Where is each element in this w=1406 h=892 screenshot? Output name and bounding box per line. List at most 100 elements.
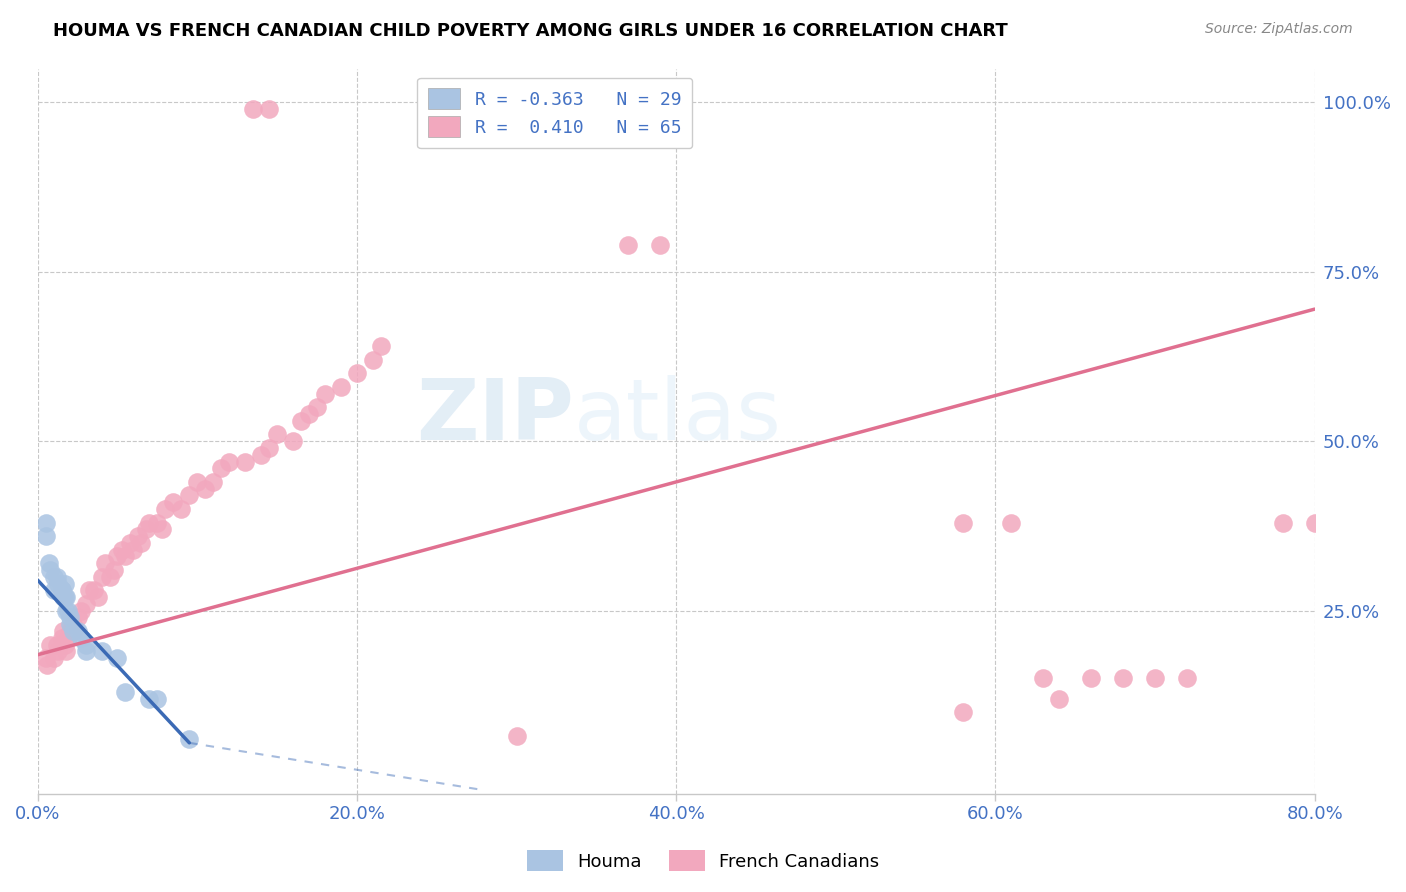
Point: [75, 644, 97, 658]
Point: [90, 570, 112, 584]
Point: [42, 583, 65, 598]
Point: [298, 407, 321, 421]
Point: [162, 495, 184, 509]
Point: [51, 583, 73, 598]
Point: [257, 102, 280, 116]
Point: [75, 597, 97, 611]
Point: [59, 610, 82, 624]
Point: [75, 638, 97, 652]
Point: [146, 691, 169, 706]
Point: [233, 454, 256, 468]
Point: [48, 576, 70, 591]
Point: [257, 441, 280, 455]
Point: [617, 237, 640, 252]
Point: [55, 590, 77, 604]
Point: [52, 624, 75, 638]
Point: [305, 401, 328, 415]
Point: [56, 604, 79, 618]
Point: [114, 685, 136, 699]
Point: [1112, 672, 1135, 686]
Point: [39, 638, 62, 652]
Point: [179, 488, 201, 502]
Text: Source: ZipAtlas.com: Source: ZipAtlas.com: [1205, 22, 1353, 37]
Point: [107, 549, 129, 564]
Point: [179, 732, 201, 747]
Point: [51, 583, 73, 598]
Point: [111, 542, 134, 557]
Point: [1080, 672, 1102, 686]
Point: [66, 624, 89, 638]
Point: [1271, 516, 1294, 530]
Point: [1032, 672, 1054, 686]
Point: [56, 631, 79, 645]
Point: [114, 549, 136, 564]
Point: [37, 657, 59, 672]
Point: [290, 414, 312, 428]
Point: [55, 604, 77, 618]
Point: [77, 583, 100, 598]
Point: [63, 624, 86, 638]
Point: [1144, 672, 1167, 686]
Point: [952, 516, 974, 530]
Point: [34, 651, 56, 665]
Point: [48, 644, 70, 658]
Point: [69, 604, 91, 618]
Point: [346, 367, 368, 381]
Text: HOUMA VS FRENCH CANADIAN CHILD POVERTY AMONG GIRLS UNDER 16 CORRELATION CHART: HOUMA VS FRENCH CANADIAN CHILD POVERTY A…: [53, 22, 1008, 40]
Point: [83, 583, 105, 598]
Point: [38, 556, 60, 570]
Point: [505, 729, 527, 743]
Point: [370, 339, 392, 353]
Point: [98, 570, 121, 584]
Point: [42, 570, 65, 584]
Point: [330, 380, 353, 394]
Point: [55, 644, 77, 658]
Point: [146, 516, 169, 530]
Point: [120, 536, 142, 550]
Point: [186, 475, 208, 489]
Point: [281, 434, 304, 449]
Legend: R = -0.363   N = 29, R =  0.410   N = 65: R = -0.363 N = 29, R = 0.410 N = 65: [418, 78, 692, 148]
Point: [138, 691, 160, 706]
Point: [127, 529, 149, 543]
Point: [87, 590, 110, 604]
Point: [62, 624, 84, 638]
Point: [131, 536, 153, 550]
Point: [69, 631, 91, 645]
Point: [45, 638, 67, 652]
Point: [1047, 691, 1070, 706]
Point: [209, 461, 232, 475]
Text: atlas: atlas: [574, 376, 782, 458]
Point: [242, 102, 264, 116]
Point: [1000, 516, 1022, 530]
Point: [103, 563, 125, 577]
Point: [45, 570, 67, 584]
Point: [59, 624, 82, 638]
Point: [1175, 672, 1198, 686]
Point: [53, 638, 76, 652]
Point: [51, 631, 73, 645]
Point: [90, 644, 112, 658]
Point: [42, 651, 65, 665]
Point: [1303, 516, 1326, 530]
Point: [170, 502, 193, 516]
Point: [150, 522, 173, 536]
Point: [93, 556, 115, 570]
Point: [314, 387, 336, 401]
Point: [122, 542, 145, 557]
Point: [650, 237, 672, 252]
Text: ZIP: ZIP: [416, 376, 574, 458]
Point: [361, 353, 384, 368]
Point: [62, 617, 84, 632]
Point: [155, 502, 177, 516]
Point: [53, 576, 76, 591]
Point: [59, 617, 82, 632]
Point: [52, 590, 75, 604]
Point: [39, 563, 62, 577]
Point: [250, 448, 273, 462]
Point: [194, 482, 217, 496]
Point: [266, 427, 288, 442]
Point: [135, 522, 157, 536]
Point: [66, 610, 89, 624]
Legend: Houma, French Canadians: Houma, French Canadians: [519, 843, 887, 879]
